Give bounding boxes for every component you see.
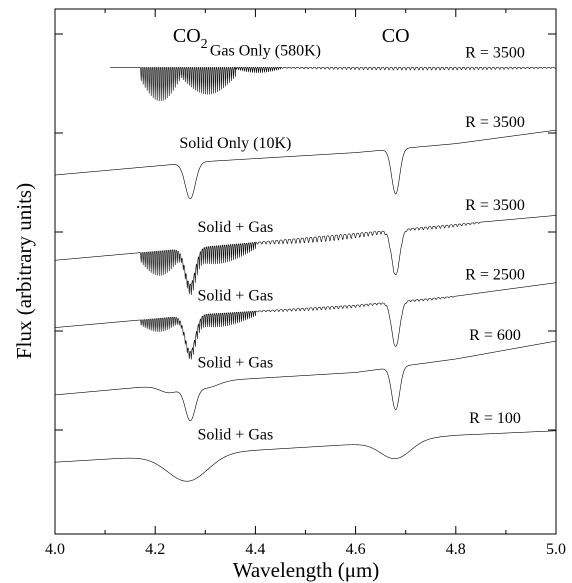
spectrum-line-5 — [54, 340, 557, 422]
spectrum-annotations: R = 3500 Gas Only (580K) R = 3500 Solid Onl… — [179, 42, 524, 443]
spectrum-label: Solid + Gas — [198, 426, 274, 443]
resolution-label: R = 3500 — [465, 44, 525, 61]
spectrum-label: Solid Only (10K) — [179, 135, 291, 152]
spectrum-label: Solid + Gas — [198, 355, 274, 372]
spectrum-line-3 — [54, 215, 557, 296]
resolution-label: R = 3500 — [465, 197, 525, 214]
y-axis-label: Flux (arbitrary units) — [12, 183, 36, 359]
x-tick-label: 5.0 — [546, 541, 566, 558]
x-tick-label: 4.2 — [145, 541, 165, 558]
molecule-label: CO2 — [173, 25, 208, 52]
x-tick-labels: 4.0 4.2 4.4 4.6 4.8 5.0 — [45, 541, 566, 558]
spectrum-line-2 — [54, 129, 557, 200]
x-axis-label: Wavelength (μm) — [233, 558, 380, 582]
spectrum-line-4 — [54, 282, 557, 360]
spectra-group — [54, 67, 557, 482]
spectrum-line-6 — [54, 430, 557, 482]
resolution-label: R = 600 — [469, 327, 521, 344]
resolution-label: R = 3500 — [465, 114, 525, 131]
molecule-label: CO — [382, 25, 410, 47]
resolution-label: R = 2500 — [465, 266, 525, 283]
x-tick-label: 4.6 — [346, 541, 366, 558]
plot-frame — [54, 8, 557, 535]
x-tick-label: 4.4 — [245, 541, 265, 558]
spectrum-line-1 — [110, 67, 557, 102]
x-tick-label: 4.0 — [45, 541, 65, 558]
spectrum-label: Solid + Gas — [198, 287, 274, 304]
resolution-label: R = 100 — [469, 410, 521, 427]
spectrum-label: Solid + Gas — [198, 219, 274, 236]
spectrum-label: Gas Only (580K) — [210, 42, 321, 59]
x-tick-label: 4.8 — [446, 541, 466, 558]
